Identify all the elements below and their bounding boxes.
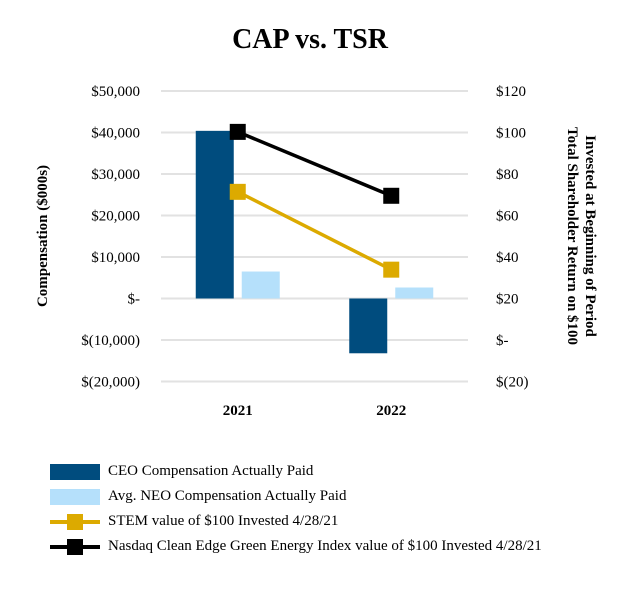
y2-tick-label: $(20) [496, 375, 529, 391]
legend-item: Avg. NEO Compensation Actually Paid [50, 488, 346, 505]
legend-label: STEM value of $100 Invested 4/28/21 [108, 513, 339, 529]
y2-tick-label: $- [496, 333, 509, 349]
bar-ceo-2022 [349, 298, 388, 354]
legend-label: Nasdaq Clean Edge Green Energy Index val… [108, 538, 542, 554]
legend-swatch [50, 463, 100, 480]
legend-item: Nasdaq Clean Edge Green Energy Index val… [50, 538, 542, 555]
legend-label: Avg. NEO Compensation Actually Paid [108, 488, 347, 504]
line-stem [236, 190, 393, 272]
y2-tick-label: $120 [496, 84, 526, 100]
y2-axis-label: Invested at Beginning of Period [582, 135, 598, 337]
marker-stem-2021 [229, 183, 246, 200]
bar-neo-2021 [241, 271, 280, 299]
marker-stem-2022 [383, 261, 400, 278]
y2-axis-label: Total Shareholder Return on $100 [564, 127, 580, 345]
y2-tick-label: $80 [496, 167, 519, 183]
y2-tick-label: $60 [496, 209, 519, 225]
x-tick-label: 2021 [223, 403, 253, 419]
y-tick-label: $- [128, 292, 141, 308]
y-tick-label: $20,000 [91, 209, 140, 225]
bar-neo-2022 [395, 287, 434, 299]
y-tick-label: $50,000 [91, 84, 140, 100]
chart-title: CAP vs. TSR [232, 24, 388, 55]
y-tick-label: $(10,000) [81, 333, 140, 349]
legend-label: CEO Compensation Actually Paid [108, 463, 314, 479]
y2-tick-label: $20 [496, 292, 519, 308]
bar-ceo-2021 [195, 130, 234, 299]
legend-item: STEM value of $100 Invested 4/28/21 [50, 513, 338, 530]
y-tick-label: $(20,000) [81, 375, 140, 391]
line-nasdaq [237, 130, 392, 198]
y-axis-label: Compensation ($000s) [35, 165, 51, 307]
legend-item: CEO Compensation Actually Paid [50, 463, 313, 480]
y-tick-label: $30,000 [91, 167, 140, 183]
marker-nasdaq-2022 [383, 187, 400, 204]
y-tick-label: $10,000 [91, 250, 140, 266]
y2-tick-label: $100 [496, 126, 526, 142]
legend-line-marker-icon [50, 538, 100, 555]
legend-line-marker-icon [50, 513, 100, 530]
y-tick-label: $40,000 [91, 126, 140, 142]
legend-swatch [50, 488, 100, 505]
x-tick-label: 2022 [376, 403, 406, 419]
y2-tick-label: $40 [496, 250, 519, 266]
marker-nasdaq-2021 [229, 123, 246, 140]
